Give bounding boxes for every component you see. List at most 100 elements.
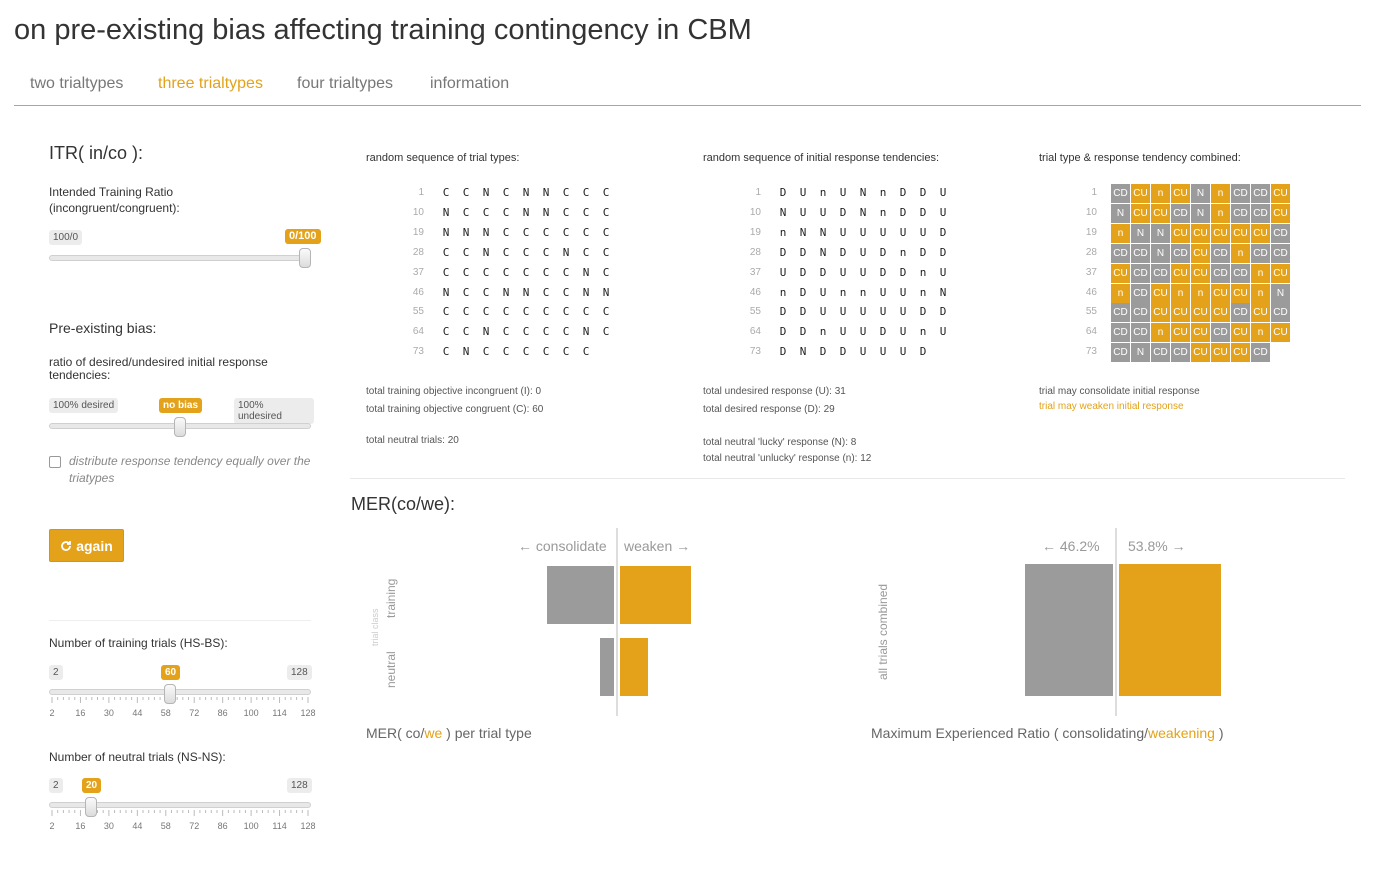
neutral-slider-handle[interactable] bbox=[84, 797, 97, 817]
combined-cell: CU bbox=[1191, 223, 1210, 243]
sequence-cell: D bbox=[899, 205, 907, 219]
combined-cell: N bbox=[1271, 283, 1290, 303]
combined-cell: CU bbox=[1191, 243, 1210, 263]
sequence-cell: C bbox=[562, 265, 570, 279]
combined-cell: CD bbox=[1271, 243, 1290, 263]
training-max-label: 128 bbox=[287, 665, 312, 680]
left-weaken-label: weaken → bbox=[624, 538, 691, 554]
neutral-slider-track[interactable] bbox=[49, 802, 311, 808]
sequence-cell: n bbox=[859, 285, 867, 299]
sequence-cell: C bbox=[482, 305, 490, 319]
sequence-cell: n bbox=[819, 325, 827, 339]
page-title: on pre-existing bias affecting training … bbox=[14, 14, 752, 46]
sequence-cell: U bbox=[839, 325, 847, 339]
sequence-cell: D bbox=[779, 345, 787, 359]
sequence-cell: C bbox=[522, 305, 530, 319]
combined-cell: CD bbox=[1131, 243, 1150, 263]
sequence-cell: N bbox=[799, 225, 807, 239]
sequence-cell: N bbox=[819, 245, 827, 259]
sequence-cell: C bbox=[522, 265, 530, 279]
combined-cell: CU bbox=[1151, 283, 1170, 303]
sequence-cell: N bbox=[482, 186, 490, 199]
sequence-cell: C bbox=[442, 345, 450, 359]
tick-label: 16 bbox=[75, 708, 86, 718]
right-consolidate-label: ← 46.2% bbox=[1042, 538, 1100, 554]
bar-weaken-training bbox=[620, 566, 692, 624]
sequence-cell: C bbox=[462, 205, 470, 219]
sequence-cell: C bbox=[562, 345, 570, 359]
sequence-cell: C bbox=[462, 285, 470, 299]
sequence-cell: C bbox=[542, 285, 550, 299]
sequence-cell: N bbox=[522, 205, 530, 219]
itr-title: ITR( in/co ): bbox=[49, 143, 144, 163]
combined-cell: CU bbox=[1271, 323, 1290, 343]
sequence-cell: C bbox=[542, 325, 550, 339]
training-tick-labels: 2 16 30 44 58 72 86 100 114 128 bbox=[49, 708, 315, 720]
refresh-icon bbox=[61, 540, 72, 551]
sequence-cell: U bbox=[859, 245, 867, 259]
sequence-cell: C bbox=[542, 265, 550, 279]
tick-label: 58 bbox=[160, 821, 171, 831]
training-min-label: 2 bbox=[49, 665, 63, 680]
bar-weaken-all bbox=[1119, 564, 1222, 696]
bar-consolidate-neutral bbox=[600, 638, 614, 696]
sequence-cell: C bbox=[542, 245, 550, 259]
row-number: 64 bbox=[412, 326, 424, 338]
tab-two-trialtypes[interactable]: two trialtypes bbox=[30, 75, 124, 92]
row-number: 46 bbox=[749, 286, 761, 298]
sequence-cell: U bbox=[899, 345, 907, 359]
combined-cell: n bbox=[1191, 283, 1210, 303]
combined-cell: CU bbox=[1211, 223, 1230, 243]
sequence-cell: N bbox=[779, 205, 787, 219]
tick-label: 86 bbox=[217, 708, 228, 718]
sequence-cell: D bbox=[799, 325, 807, 339]
tab-four-trialtypes[interactable]: four trialtypes bbox=[297, 75, 394, 92]
bias-slider-handle[interactable] bbox=[174, 417, 186, 437]
sequence-cell: D bbox=[899, 265, 907, 279]
itr-slider-handle[interactable] bbox=[299, 248, 311, 268]
tab-bar: two trialtypes three trialtypes four tri… bbox=[14, 72, 1361, 106]
combined-cell: CD bbox=[1111, 303, 1130, 323]
distribute-checkbox[interactable] bbox=[49, 456, 61, 468]
combined-cell: CU bbox=[1171, 223, 1190, 243]
sequence-cell: N bbox=[859, 205, 867, 219]
sequence-cell: C bbox=[602, 305, 610, 319]
row-number: 46 bbox=[412, 286, 424, 298]
training-slider-track[interactable] bbox=[49, 689, 311, 695]
tick-label: 100 bbox=[243, 708, 259, 718]
sequence-cell: C bbox=[602, 225, 610, 239]
combined-cell: CD bbox=[1151, 343, 1170, 363]
sequence-cell: C bbox=[482, 265, 490, 279]
sequence-cell: N bbox=[442, 285, 450, 299]
sequence-cell: C bbox=[522, 225, 530, 239]
again-button[interactable]: again bbox=[49, 529, 124, 562]
right-chart-center-line bbox=[1115, 528, 1117, 716]
bar-consolidate-all bbox=[1025, 564, 1113, 696]
combined-cell: CD bbox=[1151, 263, 1170, 283]
row-number: 19 bbox=[412, 226, 424, 238]
tick-label: 30 bbox=[103, 821, 114, 831]
tab-information[interactable]: information bbox=[430, 75, 510, 92]
sequence-cell: N bbox=[562, 245, 570, 259]
sequence-cell: U bbox=[799, 205, 807, 219]
sequence-cell: C bbox=[442, 245, 450, 259]
combined-cell: N bbox=[1151, 243, 1170, 263]
tab-three-trialtypes[interactable]: three trialtypes bbox=[158, 75, 263, 92]
itr-slider-track[interactable] bbox=[49, 255, 311, 261]
sequence-cell: D bbox=[919, 305, 927, 319]
combined-cell: CU bbox=[1131, 203, 1150, 223]
sequence-cell: N bbox=[939, 285, 947, 299]
right-weaken-label: 53.8% → bbox=[1128, 538, 1186, 554]
bias-min-label: 100% desired bbox=[49, 398, 119, 413]
training-slider-handle[interactable] bbox=[164, 684, 176, 704]
tendencies-title: random sequence of initial response tend… bbox=[703, 152, 940, 164]
sequence-cell: U bbox=[859, 325, 867, 339]
row-number: 10 bbox=[1085, 206, 1097, 218]
sequence-cell: U bbox=[839, 305, 847, 319]
combined-cell: CU bbox=[1131, 184, 1150, 203]
sequence-cell: U bbox=[939, 186, 947, 199]
sequence-cell: U bbox=[819, 285, 827, 299]
combined-cell: CU bbox=[1191, 303, 1210, 323]
row-number: 1 bbox=[1091, 187, 1097, 198]
combined-cell: n bbox=[1211, 203, 1230, 223]
